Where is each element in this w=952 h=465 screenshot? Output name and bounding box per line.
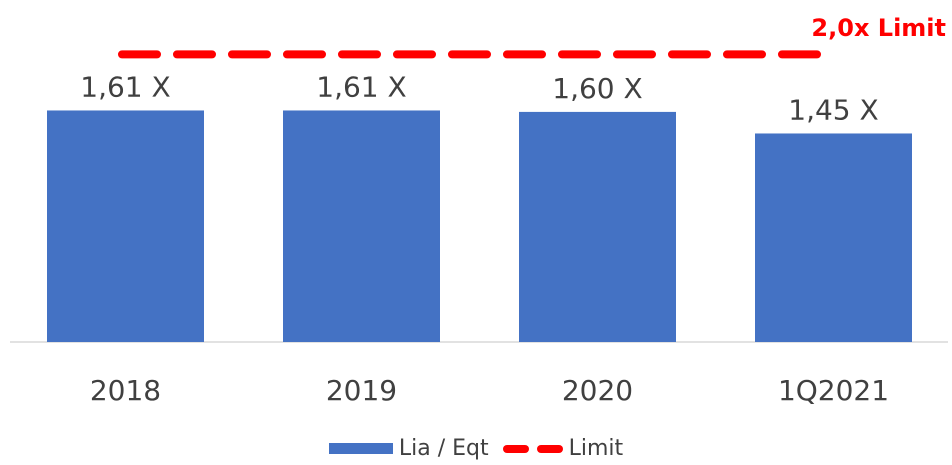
legend-label-lia-eqt: Lia / Eqt xyxy=(398,436,489,461)
data-label-2018: 1,61 X xyxy=(80,70,170,103)
x-tick-label-2019: 2019 xyxy=(326,374,397,407)
legend-label-limit: Limit xyxy=(568,436,624,461)
bar-2018 xyxy=(47,110,204,342)
x-tick-label-2018: 2018 xyxy=(90,374,161,407)
x-tick-label-2020: 2020 xyxy=(562,374,633,407)
data-label-1Q2021: 1,45 X xyxy=(788,93,878,126)
legend-swatch-bar xyxy=(328,443,393,454)
legend-item-lia-eqt: Lia / Eqt xyxy=(328,436,489,461)
legend: Lia / Eqt Limit xyxy=(0,436,952,461)
limit-label: 2,0x Limit xyxy=(811,14,946,42)
legend-item-limit: Limit xyxy=(502,436,624,461)
x-tick-label-1Q2021: 1Q2021 xyxy=(778,374,889,407)
bar-1Q2021 xyxy=(755,133,912,342)
data-label-2019: 1,61 X xyxy=(316,70,406,103)
legend-swatch-dashed-line xyxy=(502,444,563,453)
data-label-2020: 1,60 X xyxy=(552,72,642,105)
bar-2020 xyxy=(519,111,676,343)
bar-2019 xyxy=(283,110,440,342)
